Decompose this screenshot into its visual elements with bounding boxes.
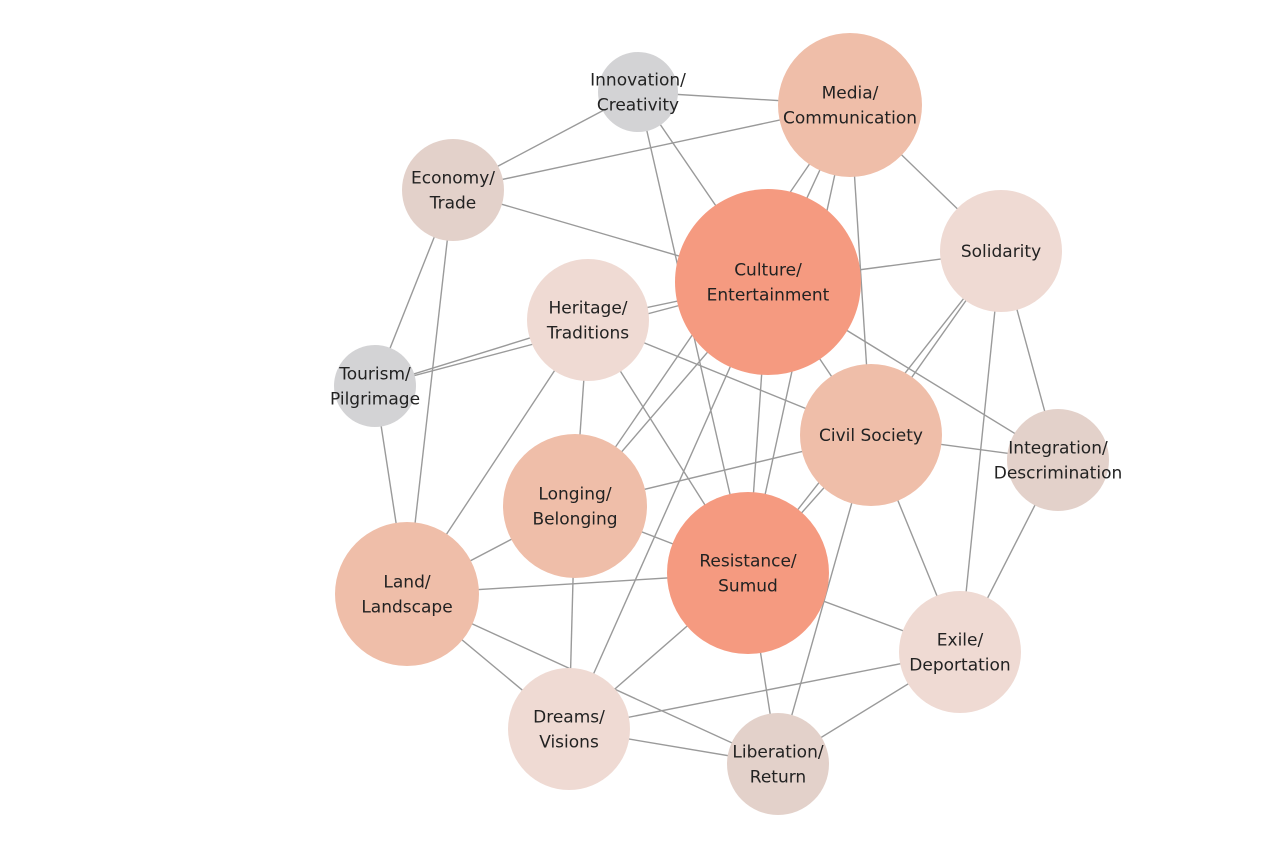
node-label: Heritage/ — [548, 299, 627, 319]
node-label: Media/ — [822, 84, 879, 104]
node-civil[interactable]: Civil Society — [800, 364, 942, 506]
node-circle — [598, 52, 678, 132]
node-label: Visions — [539, 733, 599, 753]
node-circle — [335, 522, 479, 666]
node-liberation[interactable]: Liberation/Return — [727, 713, 829, 815]
node-label: Pilgrimage — [330, 390, 420, 410]
node-heritage[interactable]: Heritage/Traditions — [527, 259, 649, 381]
node-label: Descrimination — [994, 464, 1123, 484]
node-circle — [667, 492, 829, 654]
node-circle — [508, 668, 630, 790]
node-media[interactable]: Media/Communication — [778, 33, 922, 177]
edge-solidarity-exile — [959, 250, 1002, 653]
node-label: Innovation/ — [590, 71, 686, 91]
node-exile[interactable]: Exile/Deportation — [899, 591, 1021, 713]
node-label: Liberation/ — [732, 743, 823, 763]
nodes: Innovation/Creativity Media/Communication… — [330, 33, 1122, 815]
node-circle — [899, 591, 1021, 713]
node-tourism[interactable]: Tourism/Pilgrimage — [330, 345, 420, 427]
node-culture[interactable]: Culture/Entertainment — [675, 189, 861, 375]
node-label: Return — [750, 768, 806, 788]
edge-exile-dreams — [568, 651, 961, 730]
node-label: Exile/ — [937, 631, 984, 651]
node-label: Trade — [429, 194, 477, 214]
node-label: Solidarity — [961, 242, 1041, 262]
node-circle — [800, 364, 942, 506]
node-label: Resistance/ — [699, 552, 797, 572]
node-land[interactable]: Land/Landscape — [335, 522, 479, 666]
node-circle — [334, 345, 416, 427]
node-label: Land/ — [383, 573, 430, 593]
node-label: Creativity — [597, 96, 679, 116]
node-circle — [402, 139, 504, 241]
node-label: Integration/ — [1008, 439, 1108, 459]
node-circle — [675, 189, 861, 375]
node-label: Economy/ — [411, 169, 495, 189]
node-longing[interactable]: Longing/Belonging — [503, 434, 647, 578]
node-label: Belonging — [532, 510, 617, 530]
node-label: Entertainment — [707, 286, 830, 306]
node-label: Communication — [783, 109, 917, 129]
node-label: Landscape — [361, 598, 452, 618]
node-innovation[interactable]: Innovation/Creativity — [590, 52, 686, 132]
node-label: Deportation — [909, 656, 1010, 676]
node-circle — [727, 713, 829, 815]
node-label: Sumud — [718, 577, 778, 597]
node-circle — [1007, 409, 1109, 511]
node-label: Longing/ — [538, 485, 611, 505]
node-circle — [940, 190, 1062, 312]
node-label: Traditions — [546, 324, 629, 344]
node-resistance[interactable]: Resistance/Sumud — [667, 492, 829, 654]
node-economy[interactable]: Economy/Trade — [402, 139, 504, 241]
node-solidarity[interactable]: Solidarity — [940, 190, 1062, 312]
node-label: Culture/ — [734, 261, 802, 281]
node-dreams[interactable]: Dreams/Visions — [508, 668, 630, 790]
node-circle — [778, 33, 922, 177]
node-circle — [527, 259, 649, 381]
node-circle — [503, 434, 647, 578]
node-label: Civil Society — [819, 426, 923, 446]
node-integration[interactable]: Integration/Descrimination — [994, 409, 1123, 511]
node-label: Tourism/ — [338, 365, 411, 385]
node-label: Dreams/ — [533, 708, 605, 728]
